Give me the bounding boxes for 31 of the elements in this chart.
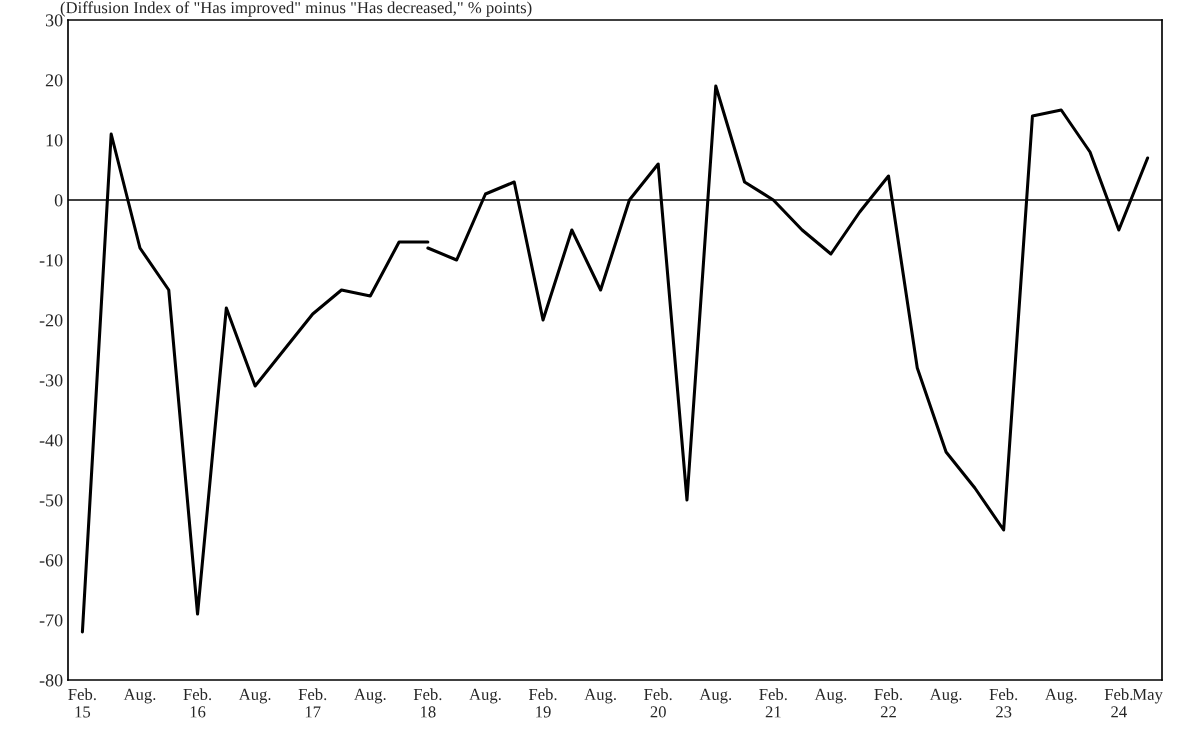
- y-tick-label: 20: [45, 74, 63, 87]
- y-tick-label: -10: [39, 254, 63, 267]
- x-tick-label: Aug.: [123, 688, 156, 704]
- x-tick-label: Aug.: [584, 688, 616, 704]
- y-tick-label: 0: [54, 194, 63, 207]
- x-tick-label: Feb. 18: [413, 688, 442, 718]
- y-tick-label: -20: [39, 314, 63, 327]
- x-tick-label: May: [1132, 688, 1163, 704]
- x-tick-label: Feb. 22: [874, 688, 902, 718]
- x-tick-label: Feb. 21: [759, 688, 787, 718]
- x-tick-label: Feb. 19: [528, 688, 557, 718]
- x-tick-label: Aug.: [469, 688, 501, 704]
- y-tick-label: -60: [39, 554, 63, 567]
- x-tick-label: Aug.: [354, 688, 386, 704]
- x-tick-label: Feb. 20: [644, 688, 672, 718]
- y-tick-label: -50: [39, 494, 63, 507]
- x-tick-label: Aug.: [929, 688, 962, 704]
- y-tick-label: -30: [39, 374, 63, 387]
- x-tick-label: Feb. 15: [68, 688, 96, 718]
- y-tick-label: -70: [39, 614, 63, 627]
- x-tick-label: Feb. 23: [989, 688, 1018, 718]
- x-tick-label: Aug.: [238, 688, 271, 704]
- x-tick-label: Aug.: [814, 688, 847, 704]
- y-tick-label: 10: [46, 134, 63, 147]
- y-tick-label: -80: [39, 674, 63, 687]
- y-tick-label: -40: [39, 434, 63, 447]
- x-tick-label: Feb. 16: [183, 688, 212, 718]
- x-tick-label: Aug.: [699, 688, 732, 704]
- x-tick-label: Feb. 17: [298, 688, 327, 718]
- x-tick-label: Feb. 24: [1104, 688, 1133, 718]
- x-tick-label: Aug.: [1044, 688, 1077, 704]
